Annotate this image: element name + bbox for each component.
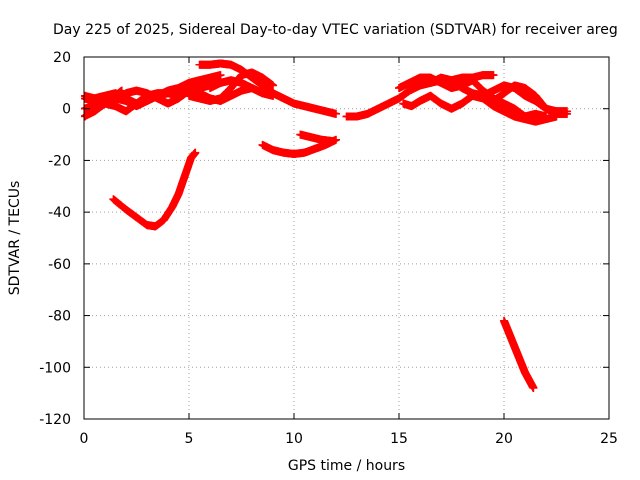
- grid-layer: [84, 57, 609, 419]
- data-point: [269, 91, 277, 100]
- data-point: [269, 81, 277, 90]
- y-tick-label: -60: [48, 257, 71, 273]
- series-arc-18: [500, 316, 538, 392]
- x-tick-label: 25: [600, 431, 618, 447]
- y-tick-label: -100: [39, 360, 71, 376]
- x-axis-label: GPS time / hours: [288, 458, 405, 474]
- data-layer: [81, 59, 571, 392]
- series-arc-9: [206, 76, 277, 100]
- series-arc-10: [258, 135, 340, 158]
- y-axis-label: SDTVAR / TECUs: [7, 181, 23, 296]
- series-arc-11: [296, 130, 336, 146]
- series-arc-16: [489, 81, 571, 118]
- data-point: [117, 86, 126, 95]
- y-tick-label: -80: [48, 309, 71, 325]
- x-tick-label: 5: [185, 431, 194, 447]
- data-point: [489, 71, 498, 80]
- y-tick-label: 0: [62, 102, 71, 118]
- series-arc-17: [109, 148, 200, 231]
- data-point: [563, 109, 571, 118]
- y-tick-label: -120: [39, 412, 71, 428]
- x-tick-label: 10: [285, 431, 303, 447]
- x-tick-label: 20: [495, 431, 513, 447]
- x-tick-label: 0: [80, 431, 89, 447]
- tick-layer: 0 5 10 15 20 25 20 0 -20 -40 -60 -80 -100 -120: [39, 50, 618, 447]
- data-point: [191, 148, 200, 157]
- data-point: [332, 135, 340, 144]
- data-point: [529, 383, 538, 392]
- y-tick-label: -20: [48, 153, 71, 169]
- chart-title: Day 225 of 2025, Sidereal Day-to-day VTE…: [53, 22, 618, 38]
- plot-frame: [83, 56, 610, 420]
- y-tick-label: 20: [53, 50, 71, 66]
- data-point: [327, 137, 336, 146]
- data-point: [332, 109, 340, 118]
- x-tick-label: 15: [390, 431, 408, 447]
- y-tick-label: -40: [48, 205, 71, 221]
